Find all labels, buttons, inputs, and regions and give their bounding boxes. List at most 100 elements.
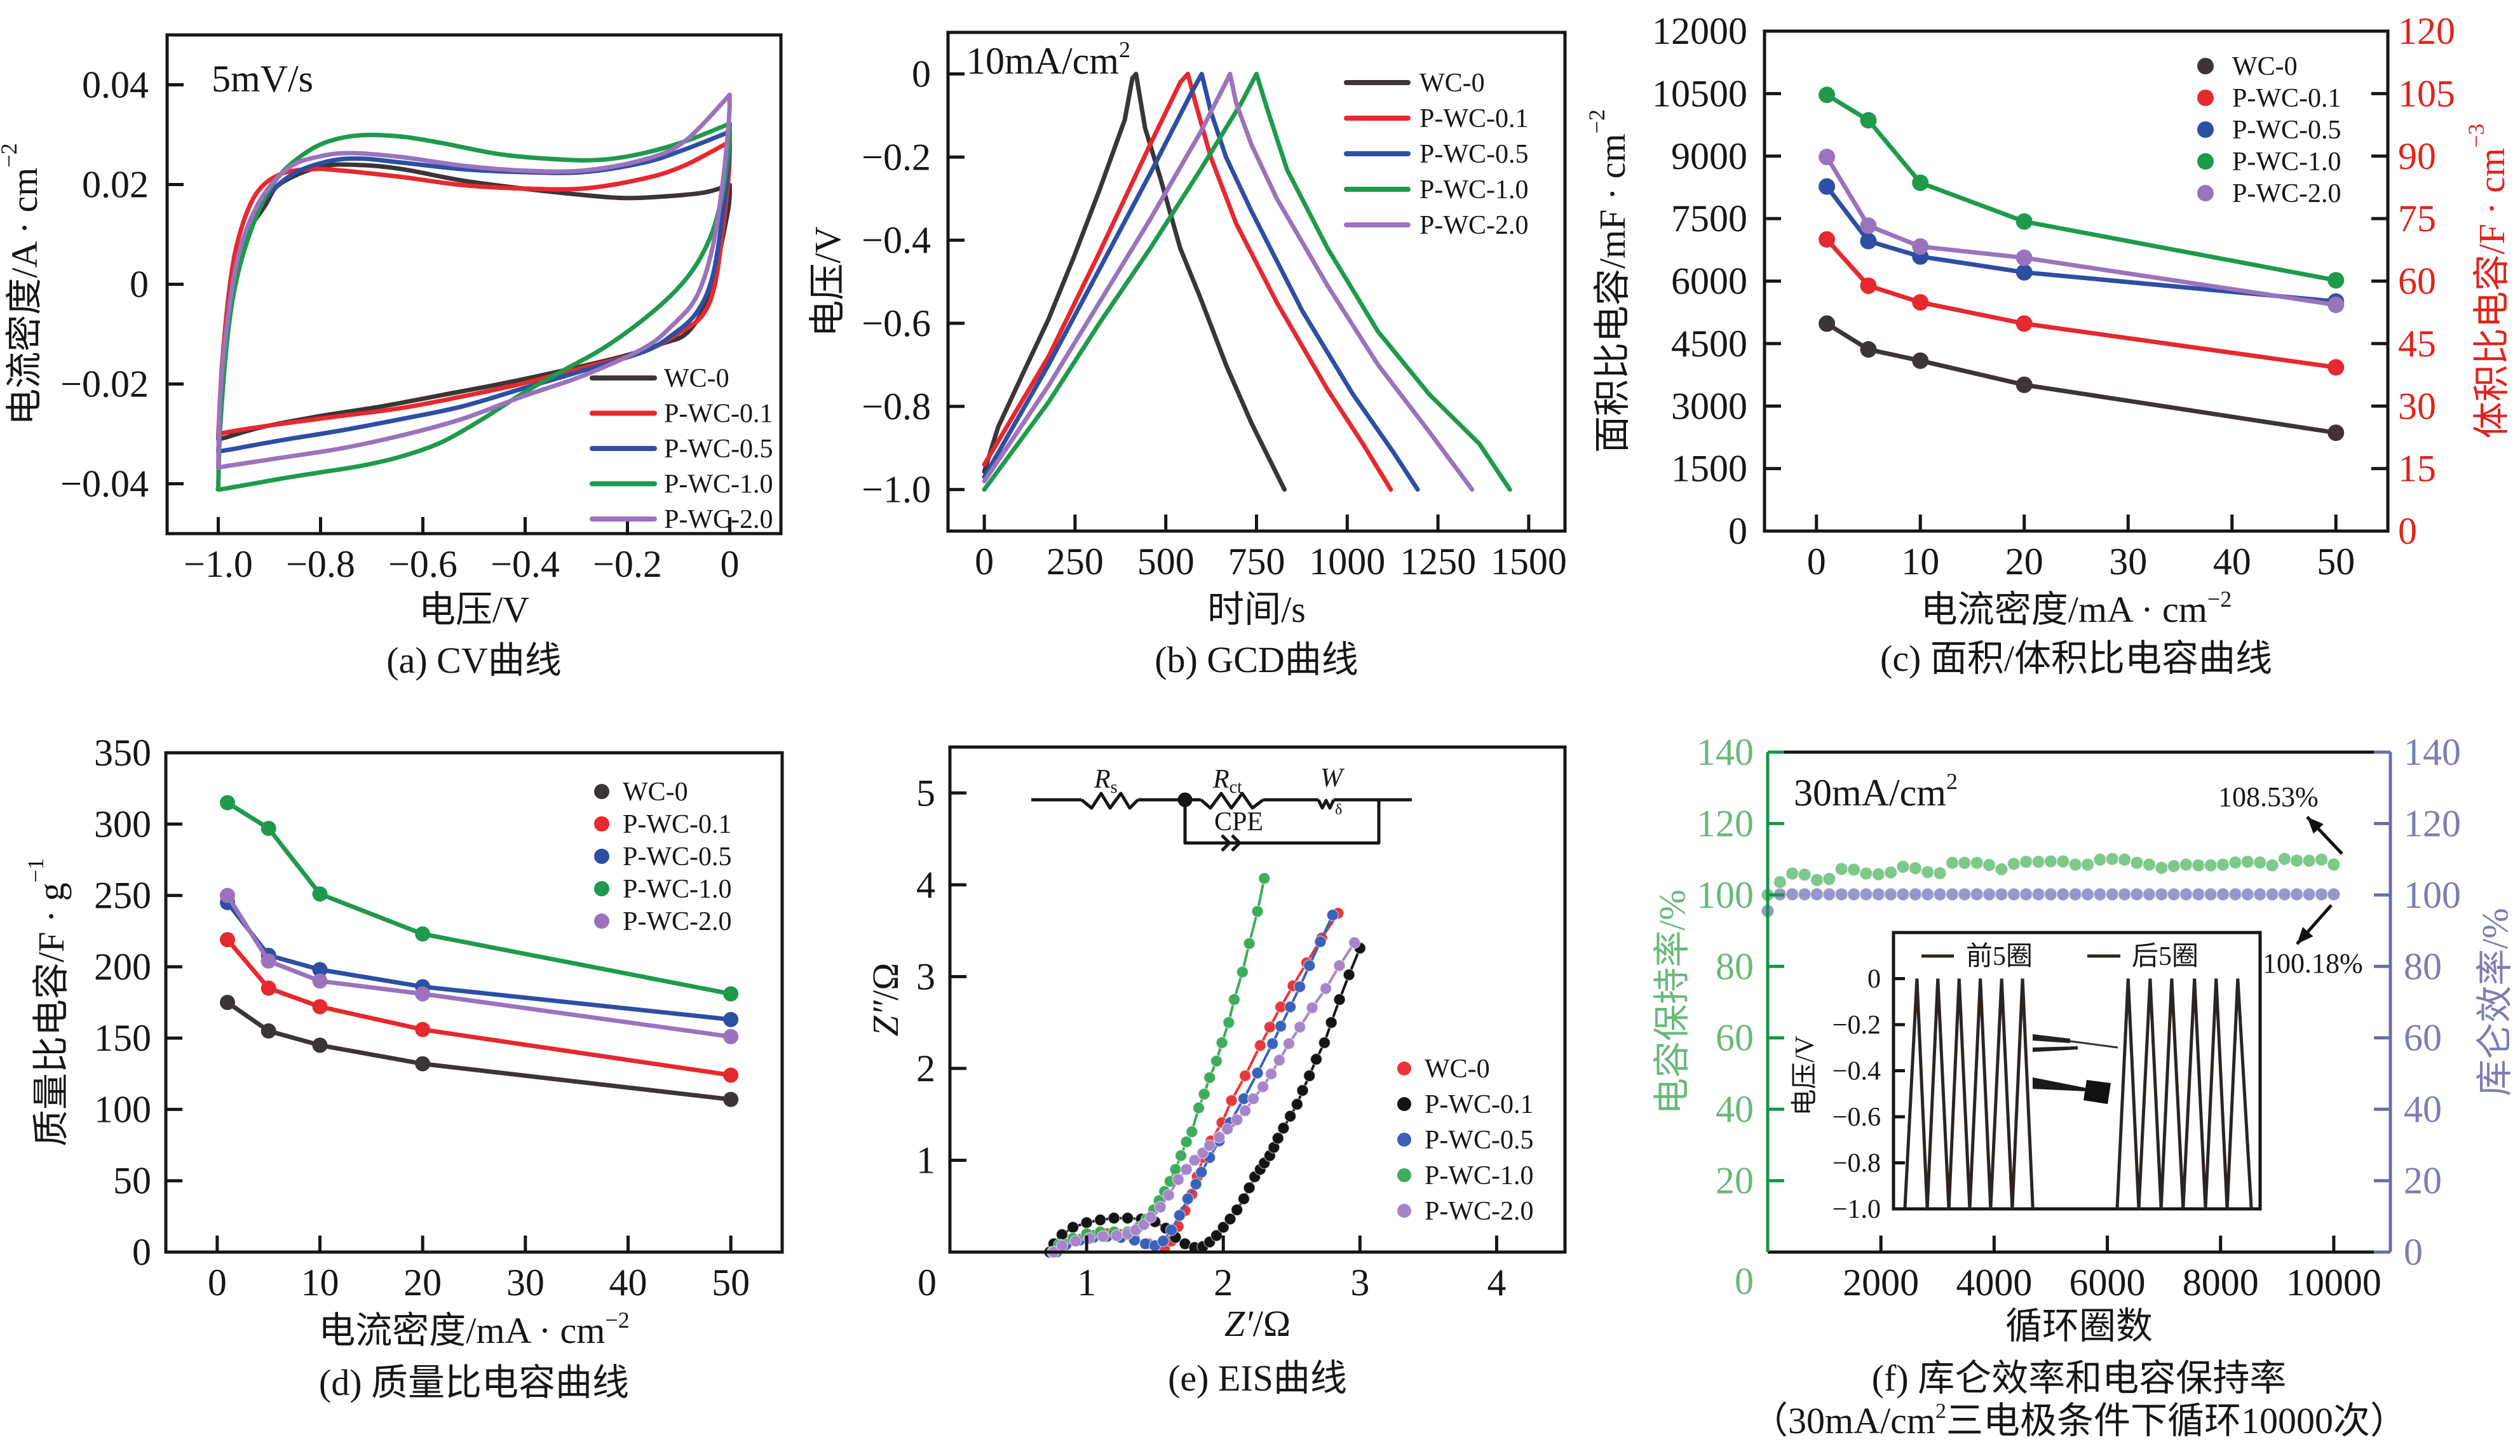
legend-marker-swatch bbox=[2197, 185, 2214, 201]
x-tick-label: 30 bbox=[2109, 541, 2147, 583]
series-p-wc-0-1-1 bbox=[1819, 231, 2345, 376]
y-axis-title-superscript: −1 bbox=[23, 858, 48, 882]
data-point bbox=[1912, 238, 1929, 255]
y-axis-title-text: /Ω bbox=[865, 963, 906, 1001]
data-point bbox=[2240, 854, 2255, 869]
panel-gravimetric-capacitance: 0 10 20 30 40 50 0 50 100 150 200 250 300 350 电流密度/mA … bbox=[23, 732, 784, 1403]
x-tick-label: −0.8 bbox=[286, 543, 355, 585]
data-point bbox=[1156, 1234, 1170, 1248]
rct-label-main: R bbox=[1212, 765, 1230, 794]
data-point bbox=[1982, 858, 1996, 872]
y2-tick-label: 90 bbox=[2398, 135, 2436, 177]
x-axis-title: Z′/Ω bbox=[1224, 1303, 1290, 1344]
cpe-symbol-right bbox=[1231, 834, 1242, 852]
value-callout: 100.18% bbox=[2263, 948, 2363, 979]
y2-tick-label: 60 bbox=[2398, 260, 2436, 302]
data-point bbox=[2142, 858, 2157, 872]
data-point bbox=[1238, 1069, 1252, 1082]
legend-item: P-WC-1.0 bbox=[1344, 175, 1529, 205]
electrode-clip-icon bbox=[2033, 1077, 2087, 1091]
x-tick-label: 750 bbox=[1228, 541, 1285, 583]
data-point bbox=[1860, 233, 1877, 250]
y-tick-label: 350 bbox=[94, 732, 151, 774]
data-point bbox=[2265, 858, 2279, 872]
y-tick-label: 12000 bbox=[1652, 10, 1747, 52]
legend-marker-swatch bbox=[2197, 58, 2214, 74]
series-p-wc-1-0-3 bbox=[1819, 86, 2345, 289]
x-tick-label: 1250 bbox=[1400, 541, 1476, 583]
data-point bbox=[1871, 887, 1886, 901]
legend-label: WC-0 bbox=[664, 364, 729, 393]
y-tick-label: −1.0 bbox=[862, 469, 931, 511]
data-point bbox=[2252, 855, 2267, 870]
y-axis-title: Z″/Ω bbox=[865, 963, 906, 1037]
legend-marker-swatch bbox=[594, 849, 609, 864]
data-point bbox=[1834, 887, 1848, 901]
legend-item: P-WC-0.5 bbox=[590, 435, 773, 464]
legend-item: P-WC-1.0 bbox=[2197, 147, 2341, 177]
data-point bbox=[2068, 887, 2082, 901]
x-tick-label: 500 bbox=[1137, 541, 1195, 583]
series-p-wc-0-1-1 bbox=[982, 71, 1393, 492]
y2-tick-label: 80 bbox=[2404, 945, 2442, 987]
electrode-wire-icon bbox=[2033, 1034, 2070, 1043]
data-point bbox=[1185, 1125, 1198, 1138]
data-point bbox=[1819, 231, 1836, 248]
legend-label: P-WC-2.0 bbox=[664, 505, 773, 534]
data-point bbox=[2015, 264, 2033, 281]
data-point bbox=[1819, 149, 1836, 166]
data-point bbox=[1883, 865, 1898, 880]
x-tick-label: 50 bbox=[2317, 541, 2355, 583]
legend-item: P-WC-0.5 bbox=[2197, 116, 2341, 145]
data-point bbox=[2204, 858, 2218, 872]
y-tick-label: 1 bbox=[916, 1139, 935, 1181]
data-point bbox=[1846, 863, 1861, 877]
rs-label-subscript: s bbox=[1111, 778, 1118, 797]
data-point bbox=[723, 986, 739, 1002]
data-point bbox=[1277, 1122, 1290, 1135]
data-point bbox=[1271, 1132, 1285, 1145]
data-point bbox=[1110, 1229, 1123, 1242]
data-point bbox=[1318, 1036, 1331, 1049]
y-tick-label: 6000 bbox=[1671, 260, 1747, 302]
legend-label: P-WC-1.0 bbox=[1419, 175, 1529, 205]
series-p-wc-1-0-3 bbox=[982, 71, 1512, 492]
rct-label: Rct bbox=[1212, 765, 1242, 797]
data-point bbox=[723, 1011, 739, 1027]
legend-item: P-WC-0.1 bbox=[1397, 1090, 1534, 1119]
data-point bbox=[2056, 854, 2070, 868]
inset-y-tick-label: −0.2 bbox=[1832, 1011, 1881, 1040]
y-axis-title-text: 电容保持率/% bbox=[1651, 889, 1693, 1114]
condition-annotation-superscript: 2 bbox=[1119, 37, 1130, 62]
data-point bbox=[2191, 858, 2205, 872]
legend-item: P-WC-2.0 bbox=[2197, 179, 2341, 208]
data-point bbox=[2327, 272, 2345, 289]
legend-label: WC-0 bbox=[623, 778, 688, 807]
x-tick-label: 3 bbox=[1350, 1262, 1369, 1304]
data-point bbox=[1819, 315, 1836, 332]
panel-cv-curves: −1.0 −0.8 −0.6 −0.4 −0.2 0 −0.04 −0.02 0 0.02 0.04… bbox=[0, 33, 783, 681]
data-point bbox=[261, 953, 276, 969]
legend-label: P-WC-0.1 bbox=[1425, 1090, 1534, 1119]
y2-tick-label: 60 bbox=[2404, 1017, 2442, 1059]
y-axis-title: 质量比电容/F · g−1 bbox=[23, 858, 72, 1147]
data-point bbox=[1238, 1104, 1252, 1117]
y2-tick-label: 20 bbox=[2404, 1160, 2442, 1202]
legend-item: P-WC-2.0 bbox=[1397, 1197, 1534, 1226]
legend-label: P-WC-1.0 bbox=[2232, 147, 2341, 177]
data-point bbox=[1834, 862, 1848, 876]
x-tick-label: 0 bbox=[208, 1262, 227, 1304]
data-point bbox=[2167, 859, 2181, 873]
y-axis-title: 面积比电容/mF · cm−2 bbox=[1584, 109, 1633, 453]
y-tick-label: 9000 bbox=[1671, 135, 1747, 177]
y-tick-label: 200 bbox=[94, 946, 151, 988]
condition-annotation-text: 5mV/s bbox=[212, 58, 313, 100]
data-point bbox=[1097, 1230, 1109, 1243]
plot-data bbox=[220, 795, 739, 1107]
data-point bbox=[2068, 858, 2082, 872]
y-tick-label: −0.6 bbox=[862, 302, 931, 344]
plot-data bbox=[1043, 872, 1367, 1258]
cpe-label: CPE bbox=[1214, 807, 1263, 837]
caption-line-2-tail: 三电极条件下循环10000次） bbox=[1946, 1400, 2407, 1441]
